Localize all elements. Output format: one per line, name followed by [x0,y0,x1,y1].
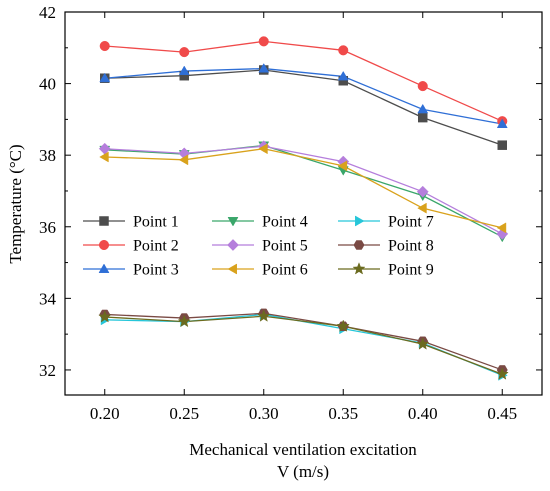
data-point-point-3 [99,72,111,83]
legend-marker [98,263,110,273]
legend-label: Point 1 [133,214,179,231]
series-line-point-5 [104,145,503,235]
series-line-point-2 [104,40,503,122]
y-tick-label: 38 [39,146,56,165]
y-axis-title: Temperature (°C) [6,144,25,263]
y-tick-label: 34 [39,289,57,308]
y-axis: 32 34 36 38 40 42 [39,3,542,380]
series-line-point-3 [104,67,503,125]
data-point-point-1 [497,140,507,150]
data-point-point-9 [416,337,430,350]
data-point-point-9 [98,310,112,323]
legend-marker [99,216,109,226]
plot-frame [64,11,543,396]
series-line-point-7 [104,313,503,376]
data-point-point-6 [417,202,427,214]
legend-marker [227,217,239,227]
legend-label: Point 4 [262,214,308,231]
data-point-point-2 [417,81,428,92]
series-lines [104,40,503,376]
legend-marker [353,240,365,250]
x-tick-label: 0.20 [90,404,120,423]
data-point-point-5 [416,185,429,198]
data-point-point-3 [337,70,349,81]
data-point-point-6 [337,160,348,172]
data-point-point-3 [258,63,270,73]
legend-label: Point 9 [388,262,434,279]
y-tick-label: 40 [39,75,56,94]
data-point-point-9 [336,319,350,332]
data-point-point-2 [99,40,110,52]
legend-marker [352,262,366,275]
series-line-point-8 [104,312,503,371]
legend-label: Point 5 [262,238,308,255]
legend-label: Point 7 [388,214,434,231]
legend-marker [227,239,239,251]
data-point-point-6 [496,222,507,234]
data-point-point-9 [177,314,191,328]
x-axis: 0.20 0.25 0.30 0.35 0.40 0.45 [90,12,517,423]
y-tick-label: 36 [39,218,56,237]
legend-label: Point 8 [388,238,434,255]
x-tick-label: 0.40 [408,404,438,423]
series-line-point-1 [104,69,503,146]
legend-marker [355,215,365,227]
legend-label: Point 2 [133,238,179,255]
data-point-point-5 [98,142,111,155]
series-line-point-6 [104,148,503,229]
series-markers [98,36,509,381]
data-point-point-3 [178,65,190,76]
data-point-point-3 [496,118,508,128]
series-line-point-9 [104,315,503,375]
data-point-point-2 [179,47,190,58]
y-tick-label: 32 [39,361,56,380]
data-point-point-6 [99,151,109,163]
data-point-point-2 [338,45,349,56]
data-point-point-9 [495,367,509,380]
y-tick-label: 42 [39,3,56,22]
legend: Point 1 Point 2 Point 3 Point 4 Point 5 Point… [83,214,434,279]
legend-marker [98,239,110,251]
x-axis-title: Mechanical ventilation excitation [189,440,417,459]
x-axis-subtitle: V (m/s) [277,462,329,481]
data-point-point-6 [258,143,268,155]
data-point-point-9 [257,309,271,322]
x-tick-label: 0.25 [169,404,199,423]
data-point-point-1 [418,112,428,123]
x-tick-label: 0.30 [249,404,279,423]
legend-label: Point 6 [262,262,308,279]
data-point-point-6 [178,154,189,166]
legend-marker [227,263,237,275]
legend-label: Point 3 [133,262,179,279]
x-tick-label: 0.35 [328,404,358,423]
x-tick-label: 0.45 [487,404,517,423]
data-point-point-3 [417,103,429,114]
data-point-point-2 [258,36,269,47]
